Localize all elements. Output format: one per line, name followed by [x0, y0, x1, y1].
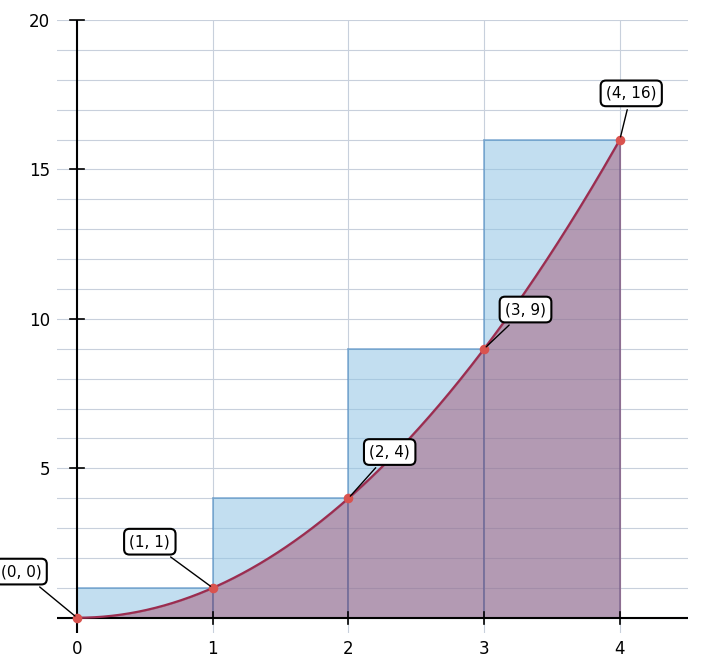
Text: (3, 9): (3, 9) [486, 302, 546, 347]
Point [343, 493, 354, 503]
Text: (2, 4): (2, 4) [350, 444, 410, 496]
Text: (4, 16): (4, 16) [606, 86, 657, 137]
Bar [349, 349, 484, 618]
Point [72, 613, 83, 623]
Text: (1, 1): (1, 1) [130, 534, 211, 586]
Text: (0, 0): (0, 0) [1, 564, 75, 616]
Point [479, 344, 490, 354]
Point [614, 135, 625, 145]
Bar [213, 498, 349, 618]
Bar [77, 588, 213, 618]
Point [207, 583, 218, 593]
Bar [484, 140, 620, 618]
